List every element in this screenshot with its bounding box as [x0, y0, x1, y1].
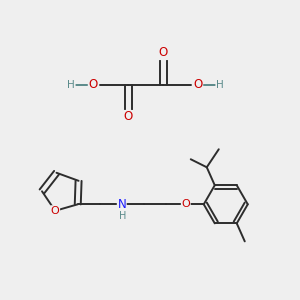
Text: O: O — [194, 79, 202, 92]
Text: O: O — [88, 79, 98, 92]
Text: O: O — [51, 206, 59, 216]
Text: H: H — [119, 211, 126, 221]
Text: O: O — [123, 110, 133, 124]
Text: O: O — [158, 46, 168, 59]
Text: N: N — [117, 198, 126, 211]
Text: H: H — [67, 80, 75, 90]
Text: H: H — [216, 80, 224, 90]
Text: O: O — [182, 199, 190, 209]
